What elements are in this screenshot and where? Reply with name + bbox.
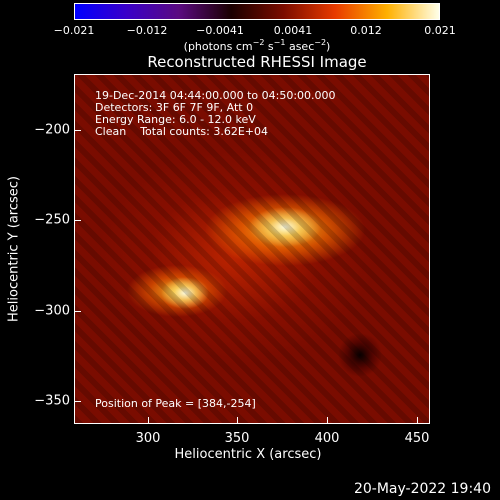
timestamp: 20-May-2022 19:40	[353, 481, 491, 497]
y-tick-label: −200	[34, 122, 70, 138]
x-tick-label: 350	[224, 431, 250, 446]
peak-position-label: Position of Peak = [384,-254]	[95, 397, 256, 410]
energy-range-label: Energy Range: 6.0 - 12.0 keV	[95, 113, 256, 126]
x-tick-label: 400	[314, 431, 340, 446]
y-tick-mark	[74, 220, 81, 221]
y-axis-label: Heliocentric Y (arcsec)	[6, 176, 22, 322]
colorbar-tick-label: 0.012	[350, 24, 382, 37]
clean-counts-label: Clean Total counts: 3.62E+04	[95, 125, 269, 138]
time-range-label: 19-Dec-2014 04:44:00.000 to 04:50:00.000	[95, 89, 336, 102]
colorbar-tick-label: −0.012	[126, 24, 168, 37]
x-tick-mark	[148, 417, 149, 424]
y-tick-mark	[74, 401, 81, 402]
colorbar-tick-label: −0.021	[53, 24, 95, 37]
colorbar	[74, 3, 440, 20]
y-tick-label: −350	[34, 393, 70, 409]
image-title: Reconstructed RHESSI Image	[147, 53, 367, 71]
colorbar-tick-label: −0.0041	[196, 24, 244, 37]
x-tick-mark	[417, 417, 418, 424]
y-tick-mark	[74, 311, 81, 312]
detectors-label: Detectors: 3F 6F 7F 9F, Att 0	[95, 101, 254, 114]
rhessi-image: 19-Dec-2014 04:44:00.000 to 04:50:00.000…	[74, 74, 430, 424]
y-tick-label: −300	[34, 303, 70, 319]
x-axis-label: Heliocentric X (arcsec)	[174, 447, 322, 462]
x-tick-label: 300	[135, 431, 161, 446]
x-tick-label: 450	[404, 431, 430, 446]
x-tick-mark	[327, 417, 328, 424]
y-tick-mark	[74, 130, 81, 131]
y-tick-label: −250	[34, 212, 70, 228]
colorbar-tick-label: 0.021	[424, 24, 456, 37]
x-tick-mark	[237, 417, 238, 424]
colorbar-units: (photons cm−2 s−1 asec−2)	[183, 38, 331, 53]
colorbar-tick-label: 0.0041	[273, 24, 313, 37]
